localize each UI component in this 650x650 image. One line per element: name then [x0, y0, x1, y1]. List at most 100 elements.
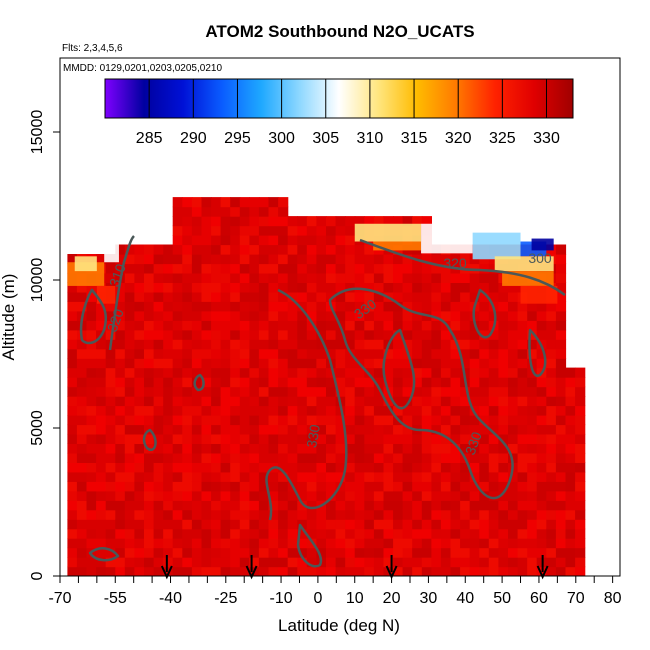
heatmap-cell — [354, 244, 365, 255]
heatmap-cell — [421, 443, 432, 454]
heatmap-cell — [335, 415, 346, 426]
heatmap-cell — [105, 358, 116, 369]
heatmap-cell — [345, 509, 356, 520]
heatmap-cell — [460, 519, 471, 530]
heatmap-cell — [575, 481, 586, 492]
heatmap-cell — [124, 377, 135, 388]
contour-line — [108, 235, 135, 351]
heatmap-cell — [182, 557, 193, 568]
heatmap-cell — [105, 320, 116, 331]
heatmap-cell — [527, 310, 538, 321]
heatmap-cell — [249, 443, 260, 454]
heatmap-cell — [517, 396, 528, 407]
contour-lines — [79, 235, 566, 568]
heatmap-cell — [508, 348, 519, 359]
heatmap-cell — [450, 339, 461, 350]
heatmap-cell — [393, 320, 404, 331]
heatmap-cell — [373, 500, 385, 511]
heatmap-cell — [249, 433, 260, 444]
heatmap-cell — [421, 367, 432, 378]
heatmap-cell — [335, 490, 346, 501]
heatmap-cell — [278, 566, 289, 576]
heatmap-cell — [287, 386, 298, 397]
heatmap-cell — [546, 320, 557, 331]
heatmap-cell — [249, 301, 260, 312]
heatmap-cell — [211, 538, 222, 549]
heatmap-cell — [287, 367, 298, 378]
heatmap-cell — [326, 396, 337, 407]
heatmap-cell — [450, 386, 461, 397]
heatmap-cell — [316, 282, 327, 293]
heatmap-cell — [412, 415, 423, 426]
heatmap-cell — [345, 301, 356, 312]
heatmap-cell — [335, 367, 346, 378]
heatmap-cell — [421, 471, 432, 482]
heatmap-cell — [354, 329, 365, 340]
heatmap-cell — [460, 329, 471, 340]
heatmap-cell — [239, 443, 250, 454]
heatmap-cell — [536, 452, 547, 463]
heatmap-cell — [393, 471, 404, 482]
heatmap-cell — [412, 500, 423, 511]
heatmap-cell — [440, 386, 452, 397]
heatmap-cell — [373, 329, 385, 340]
heatmap-cell — [555, 547, 567, 558]
heatmap-cell — [306, 254, 317, 265]
heatmap-cell — [431, 291, 442, 302]
heatmap-cell — [354, 254, 365, 265]
heatmap-cell — [335, 254, 346, 265]
heatmap-cell — [182, 547, 193, 558]
heatmap-cell — [134, 566, 145, 576]
heatmap-cell — [488, 263, 499, 274]
heatmap-cell — [450, 490, 461, 501]
heatmap-cell — [306, 367, 317, 378]
heatmap-cell — [354, 452, 365, 463]
heatmap-cell — [555, 471, 567, 482]
heatmap-cell — [373, 386, 385, 397]
heatmap-cell — [96, 339, 107, 350]
heatmap-cell — [115, 339, 126, 350]
heatmap-cell — [115, 481, 126, 492]
heatmap-cell — [383, 471, 394, 482]
heatmap-cell — [402, 263, 413, 274]
heatmap-cell — [134, 415, 145, 426]
heatmap-cell — [354, 386, 365, 397]
heatmap-cell — [536, 377, 547, 388]
heatmap-cell — [278, 396, 289, 407]
heatmap-cell — [172, 557, 183, 568]
heatmap-cell — [555, 433, 567, 444]
heatmap-cell — [191, 197, 203, 208]
heatmap-cell — [287, 329, 298, 340]
heatmap-cell — [393, 509, 404, 520]
heatmap-cell — [402, 386, 413, 397]
heatmap-cell — [354, 500, 365, 511]
heatmap-cell — [479, 415, 490, 426]
heatmap-cell — [335, 386, 346, 397]
heatmap-cell — [373, 272, 385, 283]
heatmap-cell — [239, 462, 250, 473]
heatmap-cell — [479, 471, 490, 482]
heatmap-cell — [249, 462, 260, 473]
heatmap-cell — [230, 481, 241, 492]
heatmap-cell — [124, 443, 135, 454]
heatmap-cell — [469, 348, 480, 359]
contour-line — [328, 287, 514, 500]
heatmap-cell — [268, 206, 279, 217]
heatmap-cell — [211, 386, 222, 397]
heatmap-cell — [86, 443, 97, 454]
heatmap-cell — [373, 462, 385, 473]
heatmap-cell — [383, 301, 394, 312]
sounding-arrow-head — [160, 565, 173, 580]
heatmap-cell — [115, 452, 126, 463]
heatmap-cell — [431, 386, 442, 397]
heatmap-cell — [211, 348, 222, 359]
heatmap-cell — [306, 310, 317, 321]
heatmap-cell — [345, 254, 356, 265]
heatmap-cell — [354, 424, 365, 435]
heatmap-cell — [239, 358, 250, 369]
heatmap-cell — [335, 519, 346, 530]
heatmap-cell — [421, 339, 432, 350]
heatmap-cell — [326, 235, 337, 246]
heatmap-cell — [211, 272, 222, 283]
heatmap-cell — [201, 547, 212, 558]
